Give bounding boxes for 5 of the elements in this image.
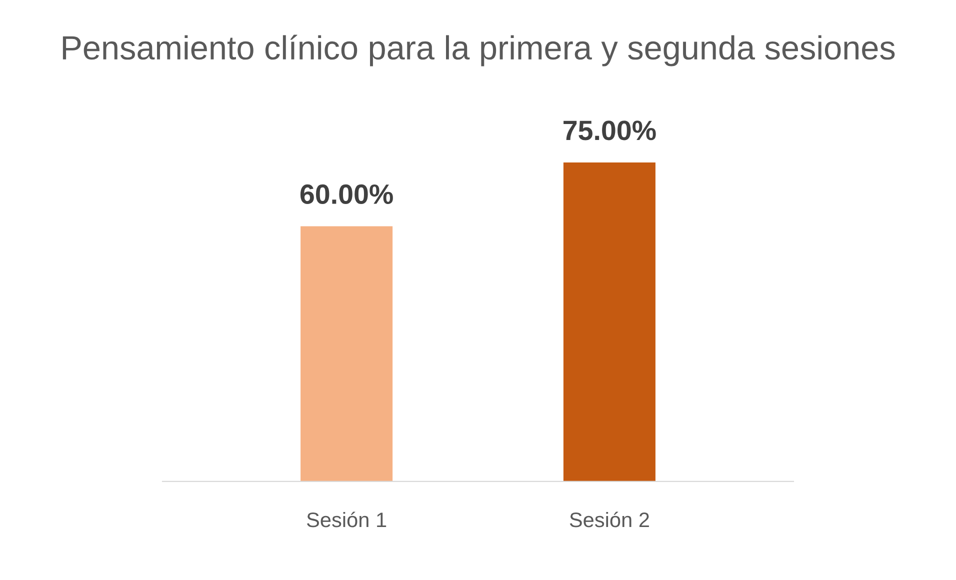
x-tick-label: Sesión 1 xyxy=(306,512,386,528)
x-tick-label: Sesión 2 xyxy=(570,512,649,528)
data-label: 60.00% xyxy=(300,184,393,204)
data-label: 75.00% xyxy=(564,120,656,140)
chart-title: Pensamiento clínico para la primera y segunda sesiones xyxy=(62,34,895,66)
